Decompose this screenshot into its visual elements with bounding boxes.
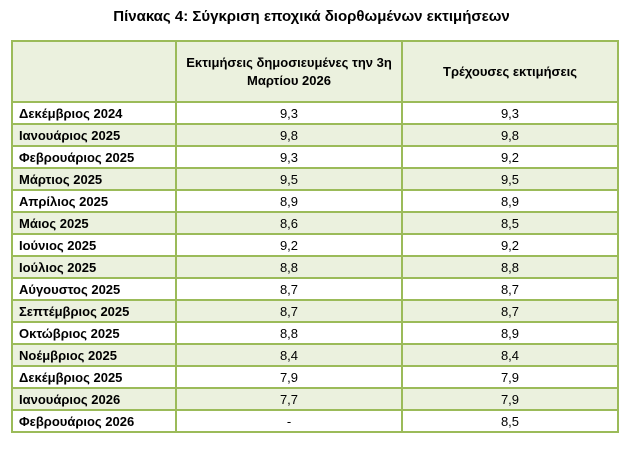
published-cell: - xyxy=(175,409,403,433)
current-cell: 8,7 xyxy=(401,277,619,301)
published-cell: 8,8 xyxy=(175,321,403,345)
published-cell: 8,4 xyxy=(175,343,403,367)
table-row: Σεπτέμβριος 2025 8,7 8,7 xyxy=(11,299,619,323)
published-cell: 8,7 xyxy=(175,299,403,323)
current-cell: 9,8 xyxy=(401,123,619,147)
month-cell: Ιανουάριος 2025 xyxy=(11,123,177,147)
table-row: Φεβρουάριος 2026-8,5 xyxy=(11,409,619,433)
month-cell: Δεκέμβριος 2025 xyxy=(11,365,177,389)
month-cell: Φεβρουάριος 2025 xyxy=(11,145,177,169)
table-row: Ιούνιος 2025 9,2 9,2 xyxy=(11,233,619,257)
published-cell: 9,3 xyxy=(175,101,403,125)
table-row: Μάιος 2025 8,6 8,5 xyxy=(11,211,619,235)
current-cell: 9,3 xyxy=(401,101,619,125)
header-current: Τρέχουσες εκτιμήσεις xyxy=(401,40,619,103)
published-cell: 9,2 xyxy=(175,233,403,257)
month-cell: Φεβρουάριος 2026 xyxy=(11,409,177,433)
current-cell: 7,9 xyxy=(401,365,619,389)
table-title: Πίνακας 4: Σύγκριση εποχικά διορθωμένων … xyxy=(113,8,510,25)
published-cell: 9,3 xyxy=(175,145,403,169)
current-cell: 8,7 xyxy=(401,299,619,323)
current-cell: 9,5 xyxy=(401,167,619,191)
table-row: Ιανουάριος 2025 9,8 9,8 xyxy=(11,123,619,147)
month-cell: Σεπτέμβριος 2025 xyxy=(11,299,177,323)
table-row: Δεκέμβριος 2025 7,9 7,9 xyxy=(11,365,619,389)
table-row: Απρίλιος 2025 8,9 8,9 xyxy=(11,189,619,213)
published-cell: 7,9 xyxy=(175,365,403,389)
table-row: Νοέμβριος 2025 8,4 8,4 xyxy=(11,343,619,367)
table-row: Μάρτιος 2025 9,5 9,5 xyxy=(11,167,619,191)
current-cell: 8,5 xyxy=(401,211,619,235)
published-cell: 8,6 xyxy=(175,211,403,235)
current-cell: 8,4 xyxy=(401,343,619,367)
current-cell: 8,9 xyxy=(401,189,619,213)
published-cell: 9,8 xyxy=(175,123,403,147)
month-cell: Δεκέμβριος 2024 xyxy=(11,101,177,125)
month-cell: Οκτώβριος 2025 xyxy=(11,321,177,345)
current-cell: 9,2 xyxy=(401,233,619,257)
table-row: Αύγουστος 2025 8,7 8,7 xyxy=(11,277,619,301)
published-cell: 9,5 xyxy=(175,167,403,191)
table-row: Ιούλιος 2025 8,8 8,8 xyxy=(11,255,619,279)
month-cell: Απρίλιος 2025 xyxy=(11,189,177,213)
month-cell: Μάιος 2025 xyxy=(11,211,177,235)
current-cell: 8,8 xyxy=(401,255,619,279)
month-cell: Ιανουάριος 2026 xyxy=(11,387,177,411)
month-cell: Ιούλιος 2025 xyxy=(11,255,177,279)
current-cell: 8,9 xyxy=(401,321,619,345)
published-cell: 7,7 xyxy=(175,387,403,411)
month-cell: Ιούνιος 2025 xyxy=(11,233,177,257)
table-row: Δεκέμβριος 2024 9,3 9,3 xyxy=(11,101,619,125)
header-month xyxy=(11,40,177,103)
header-published: Εκτιμήσεις δημοσιευμένες την 3η Μαρτίου … xyxy=(175,40,403,103)
header-row: Εκτιμήσεις δημοσιευμένες την 3η Μαρτίου … xyxy=(11,40,619,103)
current-cell: 8,5 xyxy=(401,409,619,433)
table-row: Ιανουάριος 2026 7,7 7,9 xyxy=(11,387,619,411)
month-cell: Νοέμβριος 2025 xyxy=(11,343,177,367)
current-cell: 9,2 xyxy=(401,145,619,169)
month-cell: Μάρτιος 2025 xyxy=(11,167,177,191)
published-cell: 8,9 xyxy=(175,189,403,213)
month-cell: Αύγουστος 2025 xyxy=(11,277,177,301)
table-row: Φεβρουάριος 2025 9,3 9,2 xyxy=(11,145,619,169)
table-row: Οκτώβριος 2025 8,8 8,9 xyxy=(11,321,619,345)
estimates-table: Εκτιμήσεις δημοσιευμένες την 3η Μαρτίου … xyxy=(11,40,619,433)
current-cell: 7,9 xyxy=(401,387,619,411)
published-cell: 8,8 xyxy=(175,255,403,279)
published-cell: 8,7 xyxy=(175,277,403,301)
